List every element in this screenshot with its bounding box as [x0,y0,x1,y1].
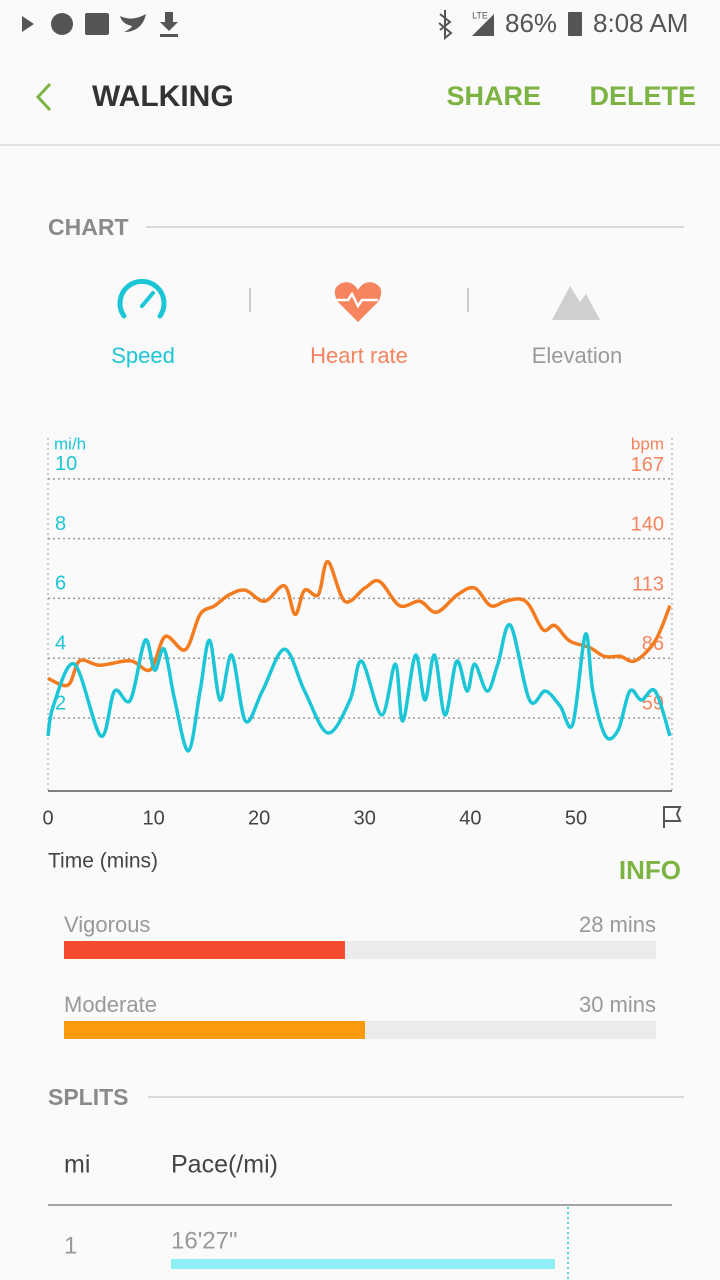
finish-flag-icon [663,806,682,828]
heart-rate-tab-label: Heart rate [310,343,408,368]
share-button[interactable]: SHARE [446,81,541,111]
battery-label: 86% [505,8,557,38]
y2-tick-label: 113 [632,573,664,595]
x-tick-label: 40 [459,807,481,829]
app-bar: WALKING SHARE DELETE [0,80,720,146]
speed-icon-needle [140,291,155,308]
delete-button[interactable]: DELETE [589,81,696,111]
elevation-tab[interactable]: Elevation [532,286,623,368]
y-tick-label: 8 [55,513,66,535]
split-pace-bar [171,1259,555,1269]
heart-rate-tab[interactable]: Heart rate [310,282,408,368]
y-tick-label: 6 [55,573,66,595]
screen-title: WALKING [92,80,234,113]
x-tick-label: 20 [248,807,270,829]
elevation-tab-label: Elevation [532,343,623,368]
signal-icon [472,14,494,36]
column-header: mi [64,1151,90,1179]
y2-tick-label: 140 [631,514,664,536]
status-bar: LTE 86% 8:08 AM [22,8,688,41]
heart-icon [334,282,382,322]
bluetooth-icon [438,10,453,41]
speed-icon [117,278,167,319]
clock: 8:08 AM [593,8,688,38]
heart-icon-pulse [336,291,378,309]
x-tick-label: 0 [42,807,53,829]
data-line [47,559,672,688]
chart-tabs: Speed Heart rate Elevation [111,278,623,368]
speed-tab-label: Speed [111,343,175,368]
twitter-icon [120,14,146,32]
y-tick-label: 4 [55,632,66,654]
y2-tick-label: 167 [631,454,664,476]
intensity-bar [64,1021,366,1039]
y2-axis-unit: bpm [631,434,664,453]
y-tick-label: 10 [55,453,77,475]
download-icon [160,12,178,37]
split-mile: 1 [64,1232,77,1259]
y-axis-unit: mi/h [54,434,86,453]
elevation-icon [552,286,600,320]
column-header: Pace(/mi) [171,1151,278,1179]
split-pace: 16'27" [171,1227,238,1254]
play-icon [22,16,34,32]
y-tick-label: 2 [55,692,66,714]
x-tick-label: 30 [354,807,376,829]
back-button[interactable] [35,82,52,112]
network-label: LTE [472,10,488,20]
info-button[interactable]: INFO [619,855,681,885]
data-line [46,623,672,753]
intensity-label: Vigorous [64,912,150,937]
info-section: INFO Vigorous 28 mins Moderate 30 mins [64,855,681,1039]
gmail-icon [85,13,109,35]
x-axis-title: Time (mins) [48,850,158,873]
intensity-value: 30 mins [579,992,656,1017]
section-title: CHART [48,214,129,240]
x-tick-label: 50 [565,807,587,829]
x-tick-label: 10 [142,807,164,829]
battery-icon [568,12,582,36]
intensity-bar [64,941,345,959]
pinterest-icon [51,13,73,35]
speed-tab[interactable]: Speed [111,278,175,368]
intensity-value: 28 mins [579,912,656,937]
section-title: SPLITS [48,1084,129,1110]
chart: mi/h bpm Time (mins) 2468105986113140167… [42,434,682,873]
splits-section: SPLITS mi Pace(/mi) 1 16'27" [48,1084,684,1280]
intensity-label: Moderate [64,992,157,1017]
